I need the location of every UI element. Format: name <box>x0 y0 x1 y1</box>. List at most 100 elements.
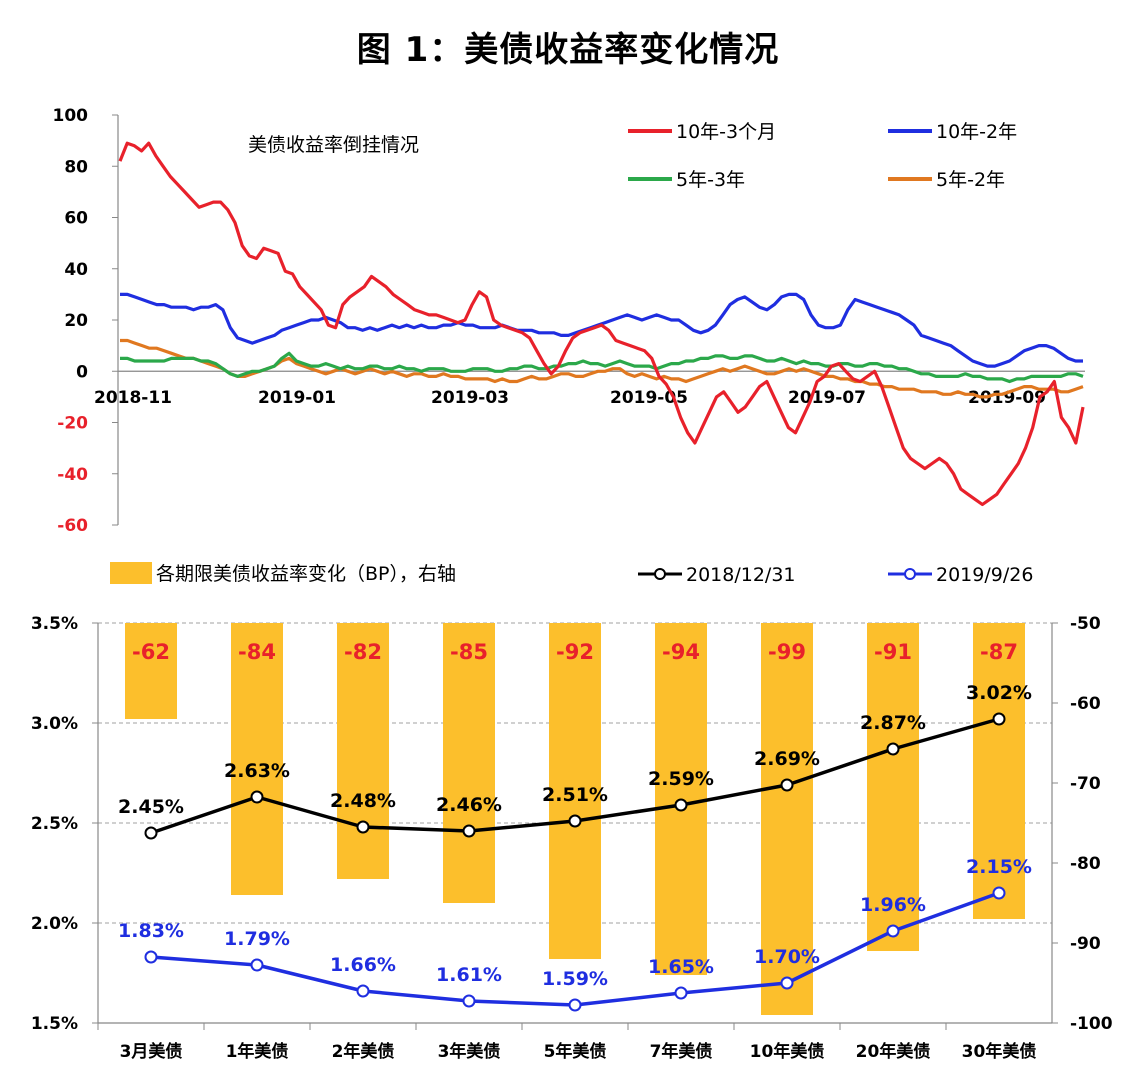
right-y-tick-label: -60 <box>1070 694 1101 714</box>
y-tick-label: 80 <box>64 157 88 177</box>
legend-label: 2018/12/31 <box>686 564 796 586</box>
data-point <box>780 976 794 990</box>
data-label: 2.46% <box>436 794 502 816</box>
data-label: 1.96% <box>860 894 926 916</box>
data-label: 2.59% <box>648 768 714 790</box>
right-y-tick-label: -70 <box>1070 774 1101 794</box>
x-tick-label: 2019-09 <box>968 388 1046 408</box>
legend-marker <box>654 568 666 580</box>
left-y-tick-label: 2.0% <box>31 914 78 934</box>
data-point <box>568 998 582 1012</box>
data-point <box>674 798 688 812</box>
y-tick-label: 100 <box>53 106 89 126</box>
data-point <box>992 886 1006 900</box>
data-label: 1.79% <box>224 928 290 950</box>
right-y-tick-label: -80 <box>1070 854 1101 874</box>
data-label: 2.63% <box>224 760 290 782</box>
legend-swatch-bars <box>110 562 152 584</box>
x-tick-label: 2019-01 <box>258 388 336 408</box>
legend-label: 10年-2年 <box>936 121 1017 143</box>
bar <box>443 623 495 903</box>
y-tick-label: 0 <box>76 362 88 382</box>
x-tick-label: 3月美债 <box>120 1041 183 1062</box>
data-point <box>250 958 264 972</box>
data-point <box>356 820 370 834</box>
data-label: 1.83% <box>118 920 184 942</box>
x-tick-label: 2年美债 <box>332 1041 395 1062</box>
data-point <box>250 790 264 804</box>
x-tick-label: 1年美债 <box>226 1041 289 1062</box>
y-tick-label: 40 <box>64 260 88 280</box>
left-y-tick-label: 3.0% <box>31 714 78 734</box>
bar-label: -84 <box>238 640 276 664</box>
data-point <box>462 824 476 838</box>
y-tick-label: -40 <box>57 465 88 485</box>
legend-label: 2019/9/26 <box>936 564 1033 586</box>
data-point <box>568 814 582 828</box>
bar-label: -99 <box>768 640 806 664</box>
bar <box>125 623 177 719</box>
right-y-tick-label: -100 <box>1070 1014 1113 1034</box>
data-point <box>144 826 158 840</box>
x-tick-label: 2019-03 <box>431 388 509 408</box>
right-y-tick-label: -50 <box>1070 614 1101 634</box>
legend-label: 5年-3年 <box>676 169 745 191</box>
bar-label: -92 <box>556 640 594 664</box>
data-point <box>780 778 794 792</box>
left-y-tick-label: 2.5% <box>31 814 78 834</box>
data-label: 1.70% <box>754 946 820 968</box>
y-tick-label: 60 <box>64 209 88 229</box>
x-tick-label: 3年美债 <box>438 1041 501 1062</box>
bar <box>867 623 919 951</box>
data-label: 1.66% <box>330 954 396 976</box>
x-tick-label: 7年美债 <box>650 1041 713 1062</box>
data-point <box>992 712 1006 726</box>
x-tick-label: 2018-11 <box>94 388 172 408</box>
right-y-tick-label: -90 <box>1070 934 1101 954</box>
data-label: 2.87% <box>860 712 926 734</box>
data-label: 2.15% <box>966 856 1032 878</box>
left-y-tick-label: 1.5% <box>31 1014 78 1034</box>
data-point <box>674 986 688 1000</box>
series-line-3 <box>120 351 1084 384</box>
x-tick-label: 30年美债 <box>962 1041 1037 1062</box>
bar-label: -87 <box>980 640 1018 664</box>
data-point <box>886 924 900 938</box>
y-tick-label: -60 <box>57 516 88 536</box>
series-line-1 <box>118 141 1085 507</box>
y-tick-label: -20 <box>57 414 88 434</box>
yield-inversion-line-chart: 100 80 60 40 20 0 -20 -40 -60 2018-11 2019-01 2019-… <box>53 106 1085 536</box>
data-label: 2.45% <box>118 796 184 818</box>
bar-label: -85 <box>450 640 488 664</box>
data-point <box>144 950 158 964</box>
data-point <box>462 994 476 1008</box>
legend-label: 5年-2年 <box>936 169 1005 191</box>
bar <box>761 623 813 1015</box>
bar-label: -62 <box>132 640 170 664</box>
bar <box>337 623 389 879</box>
data-label: 1.65% <box>648 956 714 978</box>
data-label: 2.51% <box>542 784 608 806</box>
data-label: 1.59% <box>542 968 608 990</box>
data-label: 2.48% <box>330 790 396 812</box>
bar <box>973 623 1025 919</box>
legend-label: 10年-3个月 <box>676 121 776 143</box>
x-tick-label: 5年美债 <box>544 1041 607 1062</box>
bar-label: -91 <box>874 640 912 664</box>
x-tick-label: 20年美债 <box>856 1041 931 1062</box>
bar-label: -82 <box>344 640 382 664</box>
bar-label: -94 <box>662 640 700 664</box>
chart-subtitle: 美债收益率倒挂情况 <box>248 134 419 156</box>
data-point <box>356 984 370 998</box>
legend-marker <box>904 568 916 580</box>
data-label: 1.61% <box>436 964 502 986</box>
y-tick-label: 20 <box>64 311 88 331</box>
left-y-tick-label: 3.5% <box>31 614 78 634</box>
x-tick-label: 2019-05 <box>610 388 688 408</box>
bar <box>549 623 601 959</box>
legend-label: 各期限美债收益率变化（BP），右轴 <box>156 563 456 585</box>
data-label: 2.69% <box>754 748 820 770</box>
x-tick-label: 10年美债 <box>750 1041 825 1062</box>
page-title: 图 1：美债收益率变化情况 <box>356 30 780 70</box>
